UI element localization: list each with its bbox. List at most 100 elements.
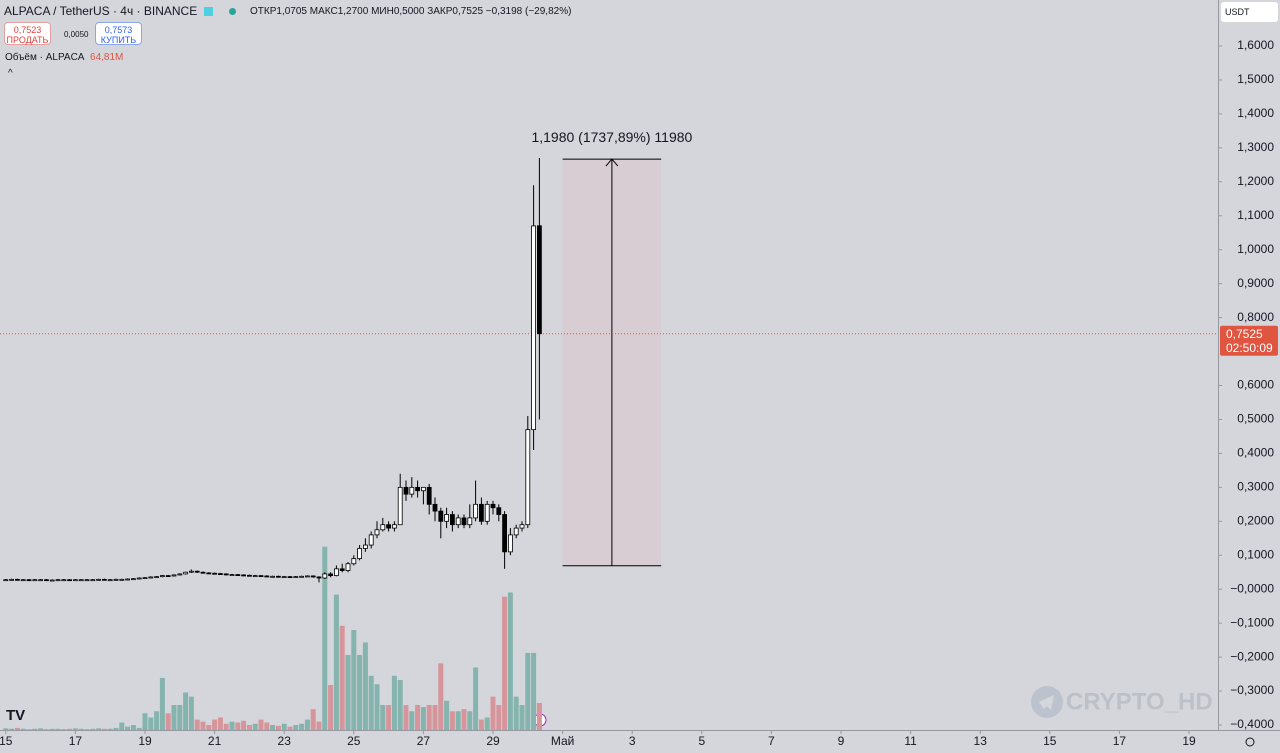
volume-bar — [275, 725, 281, 730]
candle-body — [293, 576, 299, 579]
volume-bar — [531, 652, 537, 730]
currency: USDT — [1225, 7, 1250, 17]
candle-body — [386, 524, 392, 529]
settings-icon[interactable] — [1245, 737, 1255, 747]
y-tick-label: 0,9000 — [1237, 276, 1274, 290]
candle-body — [96, 578, 101, 581]
candle-body — [345, 563, 351, 571]
x-tick-label: 11 — [904, 734, 917, 748]
candle-body — [26, 579, 32, 582]
volume-bar — [490, 696, 496, 730]
volume-bar — [55, 728, 61, 730]
candle-body — [490, 503, 496, 509]
candle-body — [38, 579, 43, 582]
status-dot — [229, 8, 236, 15]
volume-bar — [409, 711, 415, 730]
y-tick-label: 0,2000 — [1237, 513, 1274, 527]
volume-bar — [125, 726, 131, 730]
volume-bar — [96, 728, 102, 730]
x-tick-label: 23 — [278, 734, 292, 748]
candle-body — [299, 575, 305, 578]
ohlc-value: 0,5000 — [393, 6, 425, 17]
candle-body — [275, 575, 281, 578]
ohlc-change: −0,3198 (−29,82%) — [485, 6, 572, 17]
ohlc-value: 0,7525 — [452, 6, 484, 17]
volume-bar — [217, 717, 223, 730]
tv-logo[interactable]: TV — [6, 707, 25, 724]
x-tick-label: Май — [551, 734, 575, 748]
candle-body — [252, 575, 258, 578]
candle-body — [148, 576, 154, 579]
volume-bar — [38, 728, 44, 730]
volume-bar — [391, 675, 397, 730]
volume-bar — [14, 727, 20, 730]
volume-bar — [507, 592, 513, 730]
candle-body — [287, 576, 293, 579]
candle-body — [119, 578, 125, 581]
y-tick-label: −0,2000 — [1230, 649, 1274, 663]
candle-body — [420, 486, 426, 492]
sell-label: ПРОДАТЬ — [6, 35, 49, 45]
volume-bar — [183, 692, 189, 730]
candle-body — [507, 534, 513, 553]
candle-body — [415, 486, 421, 492]
measure-label: 1,1980 (1737,89%) 11980 — [531, 129, 692, 145]
ohlc-value: 1,2700 — [337, 6, 369, 17]
volume-bar — [154, 711, 160, 730]
candle-body — [130, 578, 136, 581]
candle-body — [316, 576, 322, 579]
volume-bar — [26, 729, 32, 730]
x-tick-label: 5 — [698, 734, 705, 748]
candle-body — [235, 574, 241, 577]
volume-bar — [130, 725, 136, 730]
volume-bar — [49, 728, 55, 730]
collapse[interactable]: ^ — [8, 68, 13, 79]
candle-body — [339, 568, 345, 571]
ohlc-key: ОТКР — [250, 6, 277, 17]
volume-bar — [444, 700, 450, 730]
volume-bar — [229, 721, 235, 730]
volume-bar — [322, 546, 328, 730]
candle-body — [264, 575, 270, 578]
candle-body — [217, 573, 223, 575]
volume-bar — [368, 675, 374, 730]
candle-body — [380, 524, 386, 531]
candle-body — [362, 544, 368, 549]
candle-body — [531, 225, 536, 431]
volume-bar — [374, 684, 380, 730]
currency-select[interactable]: USDT — [1221, 2, 1278, 22]
buy-label: КУПИТЬ — [100, 35, 137, 45]
buy-button[interactable]: 0,7573 КУПИТЬ — [95, 22, 142, 45]
volume-bar — [449, 711, 455, 730]
candle-body — [281, 576, 287, 579]
symbol[interactable]: ALPACA / TetherUS · 4ч · BINANCE — [4, 4, 198, 18]
candle-body — [455, 517, 461, 526]
x-tick-label: 25 — [347, 734, 361, 748]
volume-bar — [200, 721, 206, 730]
volume-bar — [293, 725, 299, 730]
sell-button[interactable]: 0,7523 ПРОДАТЬ — [4, 22, 51, 45]
candle-body — [142, 577, 148, 580]
spread: 0,0050 — [64, 30, 89, 39]
volume-bar — [426, 705, 432, 730]
candle-body — [322, 573, 328, 579]
volume-bar — [258, 719, 264, 730]
x-tick-label: 27 — [417, 734, 431, 748]
volume-bar — [287, 726, 293, 730]
candle-body — [177, 573, 183, 576]
y-tick-label: −0,3000 — [1230, 683, 1274, 697]
candle-body — [525, 429, 531, 526]
x-tick-label: 15 — [0, 734, 13, 748]
candle-body — [432, 503, 438, 512]
y-tick-label: −0,1000 — [1230, 615, 1274, 629]
ohlc-value: 1,0705 — [276, 6, 307, 17]
x-tick-label: 19 — [1182, 734, 1196, 748]
candle-body — [229, 574, 235, 577]
candle-body — [107, 579, 113, 582]
candle-body — [90, 579, 96, 582]
flag[interactable] — [204, 7, 213, 16]
volume-bar — [496, 705, 502, 730]
volume-bar — [113, 727, 119, 730]
candle-body — [200, 571, 206, 574]
